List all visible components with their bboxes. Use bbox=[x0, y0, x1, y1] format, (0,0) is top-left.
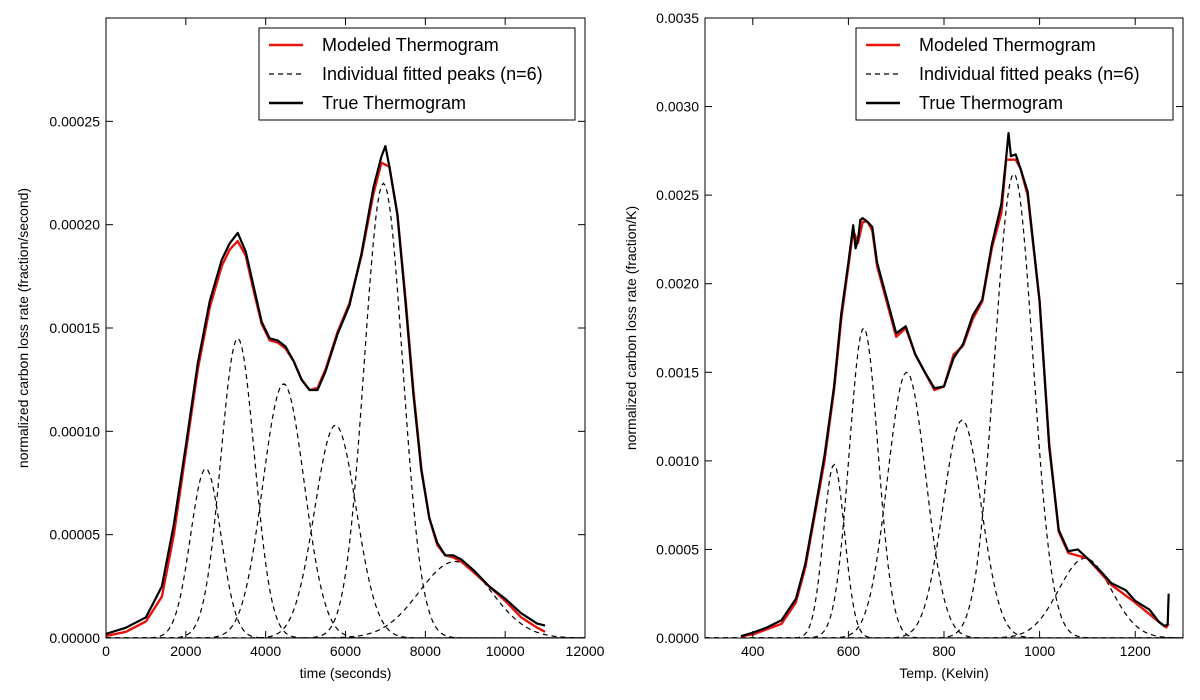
fitted-peak-6 bbox=[106, 560, 585, 638]
chart-2: 400 600 800 1000 1200 0.0000 0.0005 0.0010 0.001… bbox=[623, 10, 1184, 681]
plot-area bbox=[705, 132, 1183, 638]
x-tick-label: 600 bbox=[837, 643, 861, 659]
y-tick-label: 0.0020 bbox=[656, 276, 699, 292]
y-tick-label: 0.0005 bbox=[656, 541, 699, 557]
fitted-peak-2 bbox=[705, 327, 1183, 638]
y-tick-label: 0.0035 bbox=[656, 10, 699, 26]
legend: Modeled Thermogram Individual fitted peak… bbox=[258, 27, 576, 121]
x-tick-label: 1000 bbox=[1024, 643, 1055, 659]
x-axis-label: Temp. (Kelvin) bbox=[899, 665, 988, 681]
y-tick-label: 0.00015 bbox=[49, 320, 100, 336]
x-tick-label: 10000 bbox=[486, 643, 525, 659]
legend-label: Modeled Thermogram bbox=[919, 35, 1096, 55]
y-tick-label: 0.00020 bbox=[49, 217, 100, 233]
legend-label: Individual fitted peaks (n=6) bbox=[322, 64, 543, 84]
y-tick-label: 0.00005 bbox=[49, 527, 100, 543]
legend: Modeled Thermogram Individual fitted peak… bbox=[855, 27, 1174, 121]
y-tick-label: 0.0015 bbox=[656, 364, 699, 380]
fitted-peak-2 bbox=[106, 337, 585, 638]
x-tick-label: 800 bbox=[932, 643, 956, 659]
y-tick-label: 0.00000 bbox=[49, 630, 100, 646]
x-tick-label: 12000 bbox=[566, 643, 605, 659]
fitted-peak-3 bbox=[705, 371, 1183, 638]
plot-area bbox=[106, 145, 585, 638]
x-tick-label: 6000 bbox=[330, 643, 361, 659]
y-tick-label: 0.0000 bbox=[656, 630, 699, 646]
y-axis-label: normalized carbon loss rate (fraction/se… bbox=[15, 188, 31, 468]
legend-label: True Thermogram bbox=[322, 93, 466, 113]
chart-1: 0 2000 4000 6000 8000 10000 12000 0.00000 0.0000… bbox=[15, 17, 605, 681]
x-tick-label: 8000 bbox=[410, 643, 441, 659]
true-thermogram-line bbox=[106, 145, 546, 635]
fitted-peak-4 bbox=[106, 424, 585, 638]
legend-box bbox=[258, 27, 576, 121]
x-tick-label: 4000 bbox=[250, 643, 281, 659]
fitted-peak-5 bbox=[705, 172, 1183, 638]
true-thermogram-line bbox=[740, 132, 1170, 638]
x-tick-label: 400 bbox=[741, 643, 765, 659]
y-tick-label: 0.00025 bbox=[49, 113, 100, 129]
fitted-peak-1 bbox=[705, 463, 1183, 638]
x-tick-label: 0 bbox=[102, 643, 110, 659]
y-tick-label: 0.0010 bbox=[656, 453, 699, 469]
modeled-thermogram-line bbox=[106, 161, 546, 638]
x-tick-label: 2000 bbox=[170, 643, 201, 659]
fitted-peak-1 bbox=[106, 467, 585, 638]
fitted-peak-5 bbox=[106, 182, 585, 638]
y-tick-label: 0.0030 bbox=[656, 99, 699, 115]
legend-label: Modeled Thermogram bbox=[322, 35, 499, 55]
x-axis-label: time (seconds) bbox=[300, 665, 392, 681]
y-axis-label: normalized carbon loss rate (fraction/K) bbox=[623, 206, 639, 450]
x-tick-label: 1200 bbox=[1120, 643, 1151, 659]
y-tick-label: 0.00010 bbox=[49, 423, 100, 439]
y-tick-label: 0.0025 bbox=[656, 187, 699, 203]
legend-label: Individual fitted peaks (n=6) bbox=[919, 64, 1140, 84]
fitted-peak-4 bbox=[705, 419, 1183, 638]
legend-box bbox=[855, 27, 1174, 121]
legend-label: True Thermogram bbox=[919, 93, 1063, 113]
